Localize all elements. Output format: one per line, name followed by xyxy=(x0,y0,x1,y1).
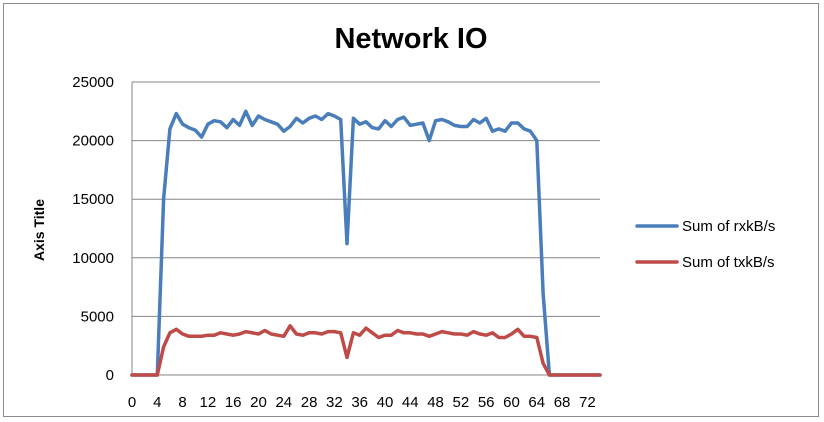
y-tick-label: 15000 xyxy=(72,191,114,208)
series-line-rx xyxy=(130,109,602,377)
chart-title: Network IO xyxy=(334,23,487,55)
legend: Sum of rxkB/s Sum of txkB/s xyxy=(635,218,775,271)
x-tick-label: 32 xyxy=(326,394,343,411)
x-tick-label: 68 xyxy=(554,394,571,411)
y-tick-label: 25000 xyxy=(72,74,114,91)
x-tick-label: 20 xyxy=(250,394,267,411)
gridlines xyxy=(131,81,600,376)
series-line-tx xyxy=(130,324,602,377)
x-tick-label: 40 xyxy=(377,394,394,411)
series-lines xyxy=(130,109,602,377)
y-tick-label: 20000 xyxy=(72,133,114,150)
x-tick-label: 48 xyxy=(427,394,444,411)
x-tick-label: 44 xyxy=(402,394,419,411)
x-tick-label: 28 xyxy=(301,394,318,411)
y-axis-title: Axis Title xyxy=(31,199,47,261)
x-tick-label: 8 xyxy=(178,394,186,411)
y-tick-label: 5000 xyxy=(81,308,114,325)
x-tick-label: 36 xyxy=(351,394,368,411)
x-tick-label: 4 xyxy=(153,394,161,411)
y-tick-label: 10000 xyxy=(72,250,114,267)
x-tick-label: 64 xyxy=(528,394,545,411)
x-tick-label: 24 xyxy=(275,394,292,411)
x-tick-label: 56 xyxy=(478,394,495,411)
x-tick-label: 52 xyxy=(453,394,470,411)
x-tick-label: 0 xyxy=(128,394,136,411)
y-tick-label: 0 xyxy=(106,367,114,384)
y-axis-ticks: 0 5000 10000 15000 20000 25000 xyxy=(72,74,114,384)
legend-label: Sum of txkB/s xyxy=(682,254,775,271)
legend-label: Sum of rxkB/s xyxy=(682,218,775,235)
x-tick-label: 16 xyxy=(225,394,242,411)
x-axis-ticks: 0 4 8 12 16 20 24 28 32 36 40 44 48 52 56 60 64 68 72 xyxy=(128,394,596,411)
x-tick-label: 72 xyxy=(579,394,596,411)
x-tick-label: 12 xyxy=(200,394,217,411)
x-tick-label: 60 xyxy=(503,394,520,411)
